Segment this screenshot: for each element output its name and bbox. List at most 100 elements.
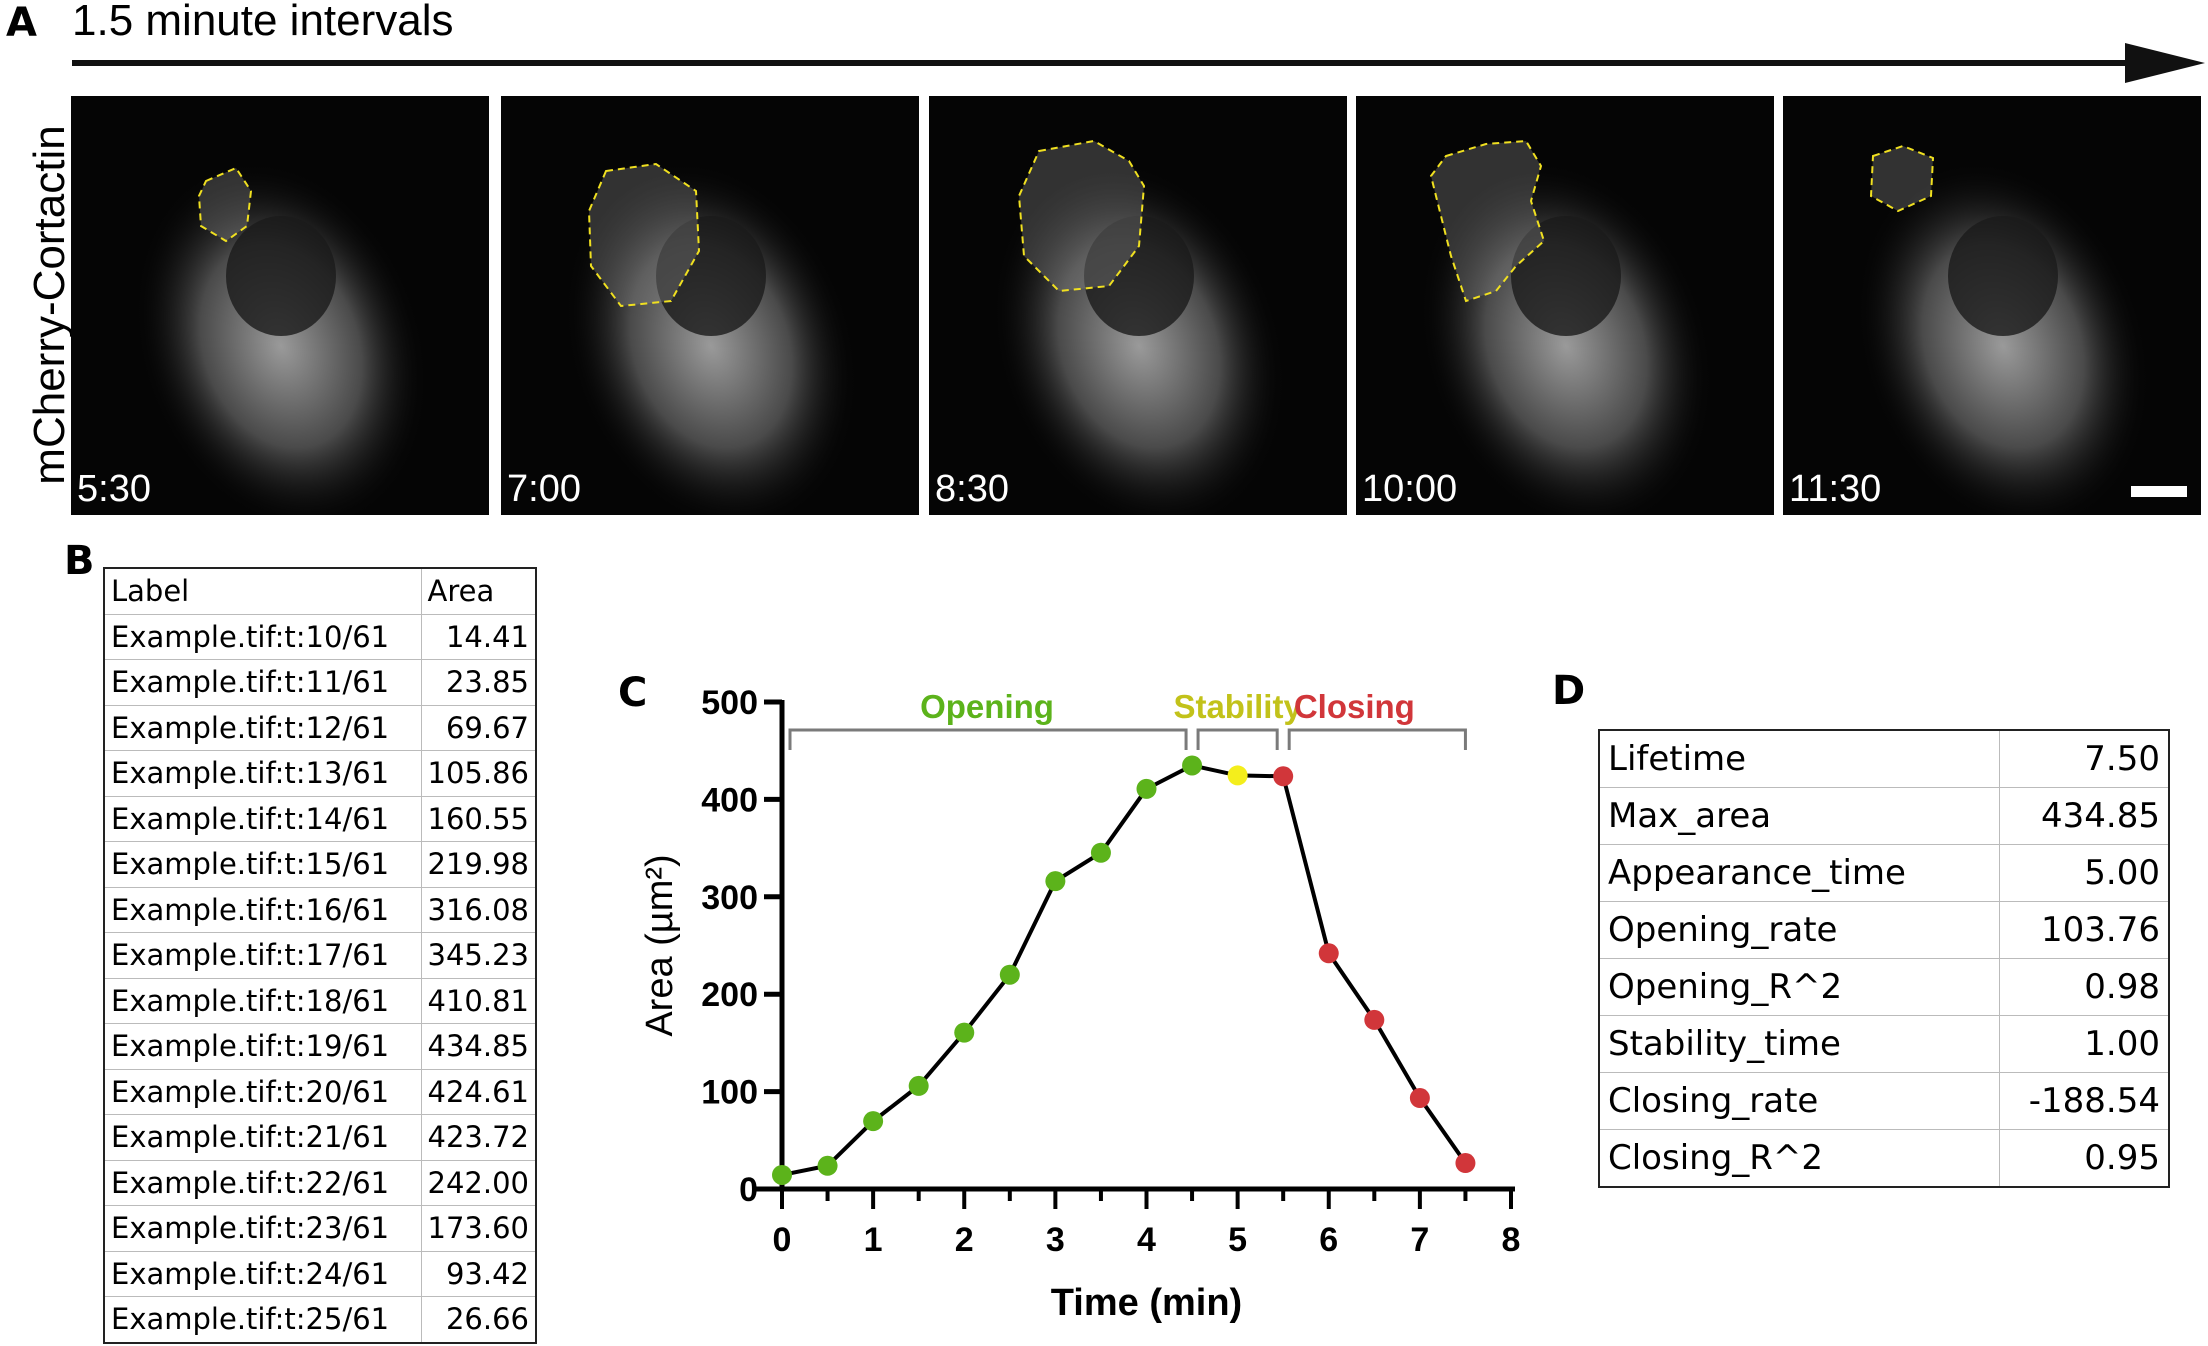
table-row: Example.tif:t:21/61 423.72 — [103, 1114, 537, 1161]
x-tick-label: 1 — [864, 1221, 883, 1259]
table-row: Example.tif:t:10/61 14.41 — [103, 613, 537, 660]
table-row: Example.tif:t:23/61 173.60 — [103, 1205, 537, 1252]
area-value: 242.00 — [420, 1159, 537, 1206]
metric-name: Closing_rate — [1598, 1072, 2000, 1130]
area-value: 316.08 — [420, 886, 537, 933]
area-value: 69.67 — [420, 704, 537, 751]
series-line — [781, 763, 1468, 1177]
frame-label: Example.tif:t:16/61 — [103, 886, 422, 933]
y-tick-label: 100 — [701, 1074, 758, 1112]
table-row: Opening_rate 103.76 — [1598, 901, 2170, 959]
area-value: 26.66 — [420, 1296, 537, 1343]
area-value: 410.81 — [420, 977, 537, 1024]
frame-label: Example.tif:t:18/61 — [103, 977, 422, 1024]
scale-bar — [2131, 486, 2187, 497]
frame-timestamp: 7:00 — [507, 468, 581, 510]
table-row: Example.tif:t:19/61 434.85 — [103, 1023, 537, 1070]
microscopy-frame: 10:00 — [1356, 96, 1774, 515]
x-tick-label: 2 — [955, 1221, 974, 1259]
cell-image — [992, 139, 1286, 515]
area-value: 424.61 — [420, 1068, 537, 1115]
table-row: Example.tif:t:12/61 69.67 — [103, 704, 537, 751]
cell-image — [134, 161, 428, 515]
area-value: 93.42 — [420, 1250, 537, 1297]
phase-bracket — [1196, 728, 1279, 750]
microscopy-frame: 8:30 — [929, 96, 1347, 515]
table-row: Closing_R^2 0.95 — [1598, 1129, 2170, 1188]
frame-label: Example.tif:t:12/61 — [103, 704, 422, 751]
data-point — [1455, 1153, 1476, 1174]
x-tick-label: 3 — [1046, 1221, 1065, 1259]
data-point — [1136, 778, 1157, 799]
frame-label: Example.tif:t:20/61 — [103, 1068, 422, 1115]
area-value: 219.98 — [420, 841, 537, 888]
frame-label: Example.tif:t:13/61 — [103, 750, 422, 797]
frame-label: Example.tif:t:25/61 — [103, 1296, 422, 1343]
data-point — [1090, 842, 1111, 863]
area-table: Label Area Example.tif:t:10/61 14.41 Example… — [103, 567, 537, 1344]
summary-table: Lifetime 7.50 Max_area 434.85 Appearance_tim… — [1598, 729, 2170, 1188]
data-point — [1182, 755, 1203, 776]
metric-value: 5.00 — [1999, 844, 2170, 902]
area-value: 434.85 — [420, 1023, 537, 1070]
table-row: Appearance_time 5.00 — [1598, 844, 2170, 902]
table-header-row: Label Area — [103, 567, 537, 615]
panel-label-d: D — [1552, 668, 1586, 714]
frame-label: Example.tif:t:21/61 — [103, 1114, 422, 1161]
metric-name: Closing_R^2 — [1598, 1129, 2000, 1188]
x-tick-label: 8 — [1502, 1221, 1521, 1259]
panel-label-a: A — [6, 0, 37, 46]
data-point — [999, 964, 1020, 985]
metric-value: -188.54 — [1999, 1072, 2170, 1130]
table-row: Opening_R^2 0.98 — [1598, 958, 2170, 1016]
y-tick-label: 400 — [701, 781, 758, 819]
cell-image — [564, 161, 858, 515]
phase-label-opening: Opening — [920, 688, 1054, 725]
area-value: 23.85 — [420, 659, 537, 706]
table-row: Example.tif:t:13/61 105.86 — [103, 750, 537, 797]
x-tick-label: 6 — [1319, 1221, 1338, 1259]
frame-label: Example.tif:t:11/61 — [103, 659, 422, 706]
channel-label: mCherry-Cortactin — [25, 125, 74, 485]
table-row: Max_area 434.85 — [1598, 787, 2170, 845]
frame-timestamp: 11:30 — [1789, 468, 1882, 510]
cell-image — [1419, 139, 1713, 515]
area-value: 14.41 — [420, 613, 537, 660]
y-tick-label: 0 — [739, 1171, 758, 1209]
frame-label: Example.tif:t:23/61 — [103, 1205, 422, 1252]
ruffle-outline — [1017, 139, 1146, 293]
frame-label: Example.tif:t:14/61 — [103, 795, 422, 842]
y-tick-label: 300 — [701, 879, 758, 917]
data-point — [1364, 1009, 1385, 1030]
metric-name: Lifetime — [1598, 729, 2000, 788]
area-value: 345.23 — [420, 932, 537, 979]
metric-value: 0.95 — [1999, 1129, 2170, 1188]
x-axis-label: Time (min) — [1051, 1282, 1242, 1324]
data-point — [1318, 943, 1339, 964]
metric-value: 434.85 — [1999, 787, 2170, 845]
frame-label: Example.tif:t:15/61 — [103, 841, 422, 888]
frame-label: Example.tif:t:22/61 — [103, 1159, 422, 1206]
cell-image — [1856, 144, 2150, 515]
table-row: Example.tif:t:14/61 160.55 — [103, 795, 537, 842]
x-tick-label: 7 — [1410, 1221, 1429, 1259]
area-value: 423.72 — [420, 1114, 537, 1161]
data-point — [908, 1075, 929, 1096]
x-tick-label: 4 — [1137, 1221, 1156, 1259]
area-value: 173.60 — [420, 1205, 537, 1252]
data-point — [817, 1155, 838, 1176]
y-tick-label: 500 — [701, 684, 758, 722]
arrow-head-icon — [2125, 43, 2205, 83]
frame-timestamp: 8:30 — [935, 468, 1009, 510]
data-point — [1227, 765, 1248, 786]
metric-value: 103.76 — [1999, 901, 2170, 959]
table-row: Example.tif:t:25/61 26.66 — [103, 1296, 537, 1343]
table-row: Example.tif:t:16/61 316.08 — [103, 886, 537, 933]
table-row: Example.tif:t:20/61 424.61 — [103, 1068, 537, 1115]
table-row: Stability_time 1.00 — [1598, 1015, 2170, 1073]
table-row: Example.tif:t:18/61 410.81 — [103, 977, 537, 1024]
metric-value: 7.50 — [1999, 729, 2170, 788]
metric-name: Opening_R^2 — [1598, 958, 2000, 1016]
ruffle-outline — [197, 166, 253, 243]
panel-label-c: C — [618, 670, 648, 716]
